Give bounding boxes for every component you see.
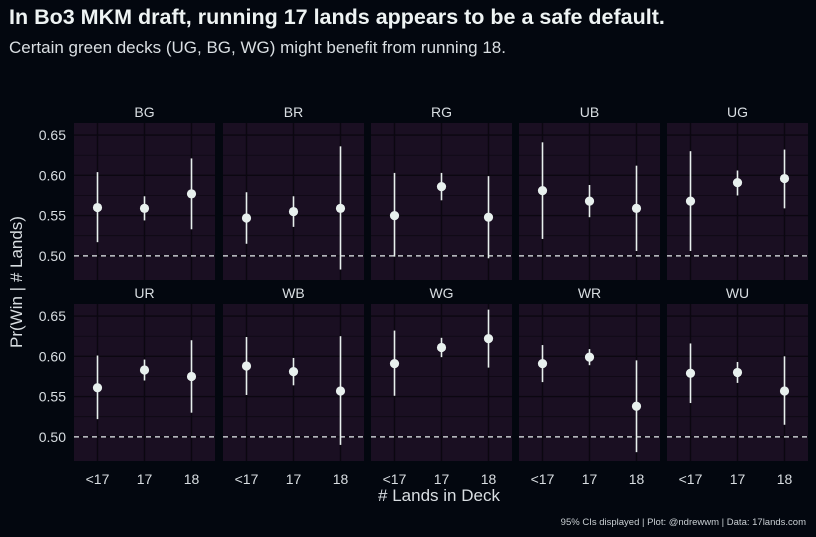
data-point [537, 186, 548, 196]
data-point [92, 202, 103, 213]
data-point [186, 371, 197, 382]
x-axis-label: # Lands in Deck [378, 486, 500, 505]
data-point [537, 358, 548, 369]
x-tick-label: 17 [286, 471, 302, 487]
facet-label-wu: WU [726, 285, 749, 301]
facet-label-wg: WG [429, 285, 453, 301]
data-point [779, 173, 790, 184]
data-point [241, 213, 252, 223]
data-point [139, 365, 150, 375]
data-point [436, 342, 447, 353]
facet-label-br: BR [284, 104, 303, 120]
y-tick-label: 0.60 [39, 167, 66, 183]
x-tick-label: 17 [582, 471, 598, 487]
y-tick-label: 0.50 [39, 429, 66, 445]
x-tick-label: 18 [481, 471, 497, 487]
y-tick-label: 0.55 [39, 389, 66, 405]
data-point [139, 203, 150, 213]
data-point [483, 212, 494, 222]
facet-label-ub: UB [580, 104, 599, 120]
y-tick-label: 0.55 [39, 208, 66, 224]
x-tick-label: 18 [333, 471, 349, 487]
chart-caption: 95% CIs displayed | Plot: @ndrewwm | Dat… [560, 517, 806, 528]
data-point [631, 203, 642, 213]
x-tick-label: 18 [777, 471, 793, 487]
data-point [186, 189, 197, 199]
x-tick-label: 18 [184, 471, 200, 487]
data-point [389, 358, 400, 369]
data-point [631, 401, 642, 411]
facet-label-ug: UG [727, 104, 748, 120]
x-tick-label: <17 [531, 471, 555, 487]
data-point [335, 203, 346, 213]
facet-label-wr: WR [578, 285, 601, 301]
facet-label-bg: BG [134, 104, 154, 120]
data-point [241, 361, 252, 371]
x-tick-label: <17 [86, 471, 110, 487]
data-point [685, 368, 696, 378]
data-point [732, 367, 743, 378]
y-tick-label: 0.65 [39, 308, 66, 324]
data-point [483, 334, 494, 344]
data-point [335, 386, 346, 396]
x-tick-label: 17 [730, 471, 746, 487]
data-point [779, 386, 790, 396]
data-point [685, 196, 696, 206]
data-point [389, 210, 400, 221]
facet-label-ur: UR [134, 285, 154, 301]
data-point [288, 367, 299, 377]
x-tick-label: <17 [383, 471, 407, 487]
data-point [584, 352, 595, 362]
data-point [584, 196, 595, 206]
chart-title: In Bo3 MKM draft, running 17 lands appea… [9, 5, 665, 29]
x-tick-label: 17 [137, 471, 153, 487]
data-point [288, 206, 299, 217]
x-tick-label: <17 [235, 471, 259, 487]
x-tick-label: 17 [434, 471, 450, 487]
y-tick-label: 0.65 [39, 127, 66, 143]
data-point [436, 182, 447, 192]
x-tick-label: 18 [629, 471, 645, 487]
facet-label-wb: WB [282, 285, 305, 301]
chart-subtitle: Certain green decks (UG, BG, WG) might b… [9, 38, 506, 57]
y-tick-label: 0.60 [39, 348, 66, 364]
y-tick-label: 0.50 [39, 248, 66, 264]
data-point [92, 383, 103, 393]
x-tick-label: <17 [679, 471, 703, 487]
facet-label-rg: RG [431, 104, 452, 120]
data-point [732, 177, 743, 188]
